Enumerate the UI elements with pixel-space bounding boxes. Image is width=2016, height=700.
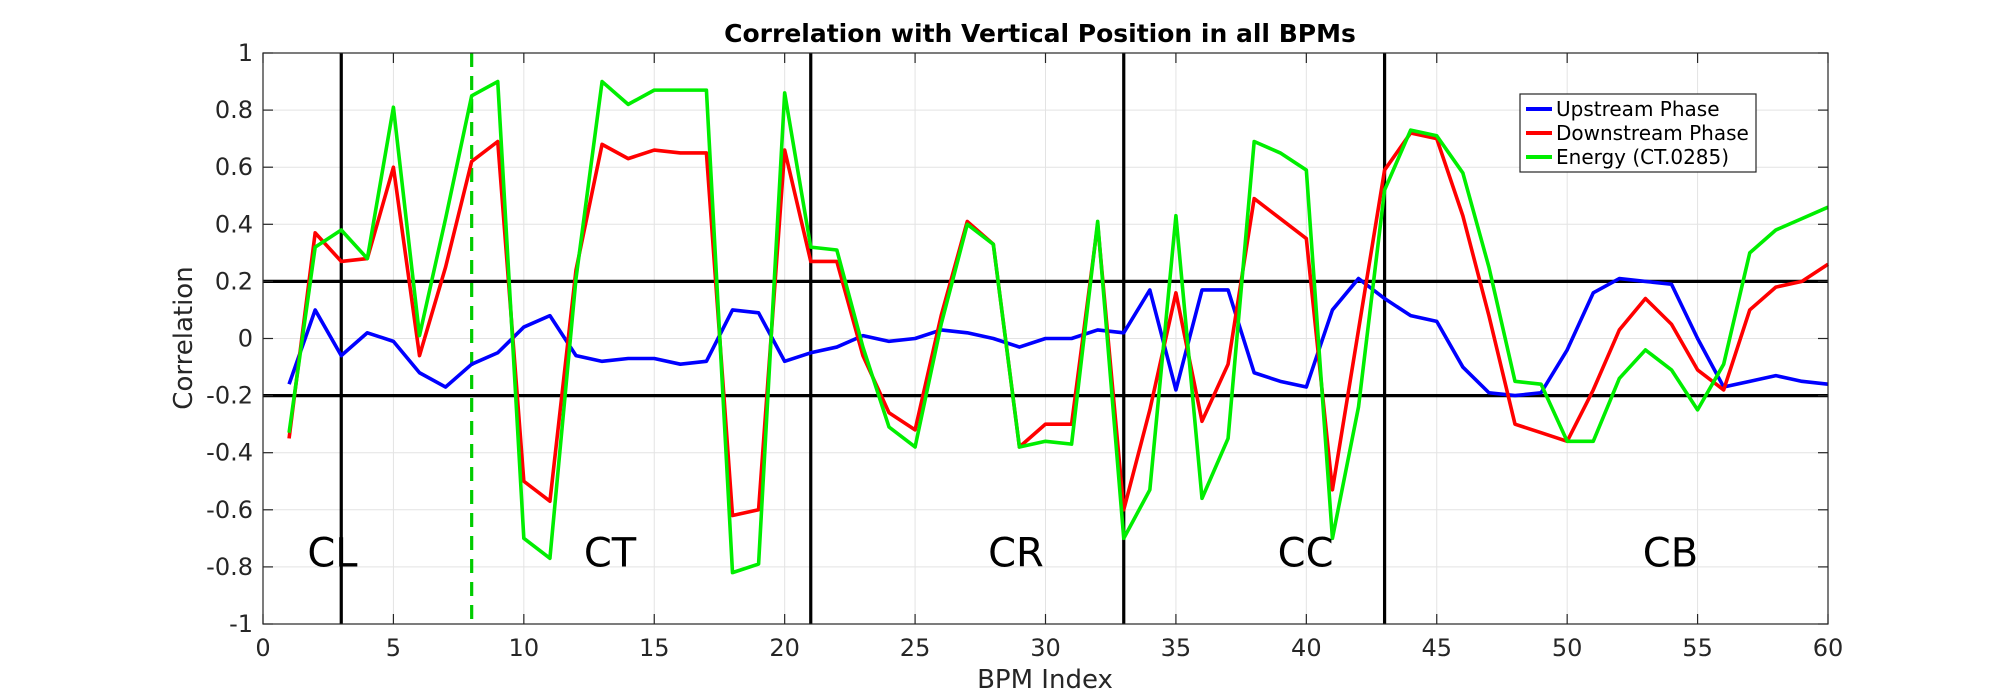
- y-tick-label: 0.8: [215, 96, 253, 124]
- x-tick-label: 0: [255, 634, 270, 662]
- x-tick-label: 50: [1552, 634, 1583, 662]
- region-label: CT: [584, 531, 637, 577]
- region-label: CB: [1643, 531, 1698, 577]
- x-tick-label: 55: [1682, 634, 1713, 662]
- legend-box: [1519, 93, 1757, 173]
- y-tick-label: 0.2: [215, 267, 253, 295]
- legend-label: Upstream Phase: [1556, 97, 1720, 121]
- region-label: CL: [307, 531, 358, 577]
- series-line-2: [287, 131, 1829, 518]
- x-tick-label: 25: [900, 634, 931, 662]
- y-tick-label: -0.8: [206, 553, 253, 581]
- series-lines: [287, 79, 1829, 575]
- x-tick-label: 30: [1030, 634, 1061, 662]
- chart-title: Correlation with Vertical Position in al…: [724, 19, 1356, 48]
- region-label: CC: [1278, 531, 1334, 577]
- x-tick-label: 15: [639, 634, 670, 662]
- x-tick-label: 40: [1291, 634, 1322, 662]
- y-tick-label: 0.4: [215, 210, 253, 238]
- x-tick-label: 60: [1813, 634, 1844, 662]
- x-tick-label: 35: [1161, 634, 1192, 662]
- y-tick-label: -0.4: [206, 439, 253, 467]
- x-axis-label: BPM Index: [977, 665, 1113, 695]
- legend-label: Energy (CT.0285): [1556, 145, 1729, 169]
- y-tick-label: -0.6: [206, 496, 253, 524]
- y-axis-label: Correlation: [169, 266, 199, 409]
- y-tick-label: -0.2: [206, 382, 253, 410]
- region-labels: CL CT CR CC CB: [307, 531, 1698, 577]
- x-tick-label: 10: [509, 634, 540, 662]
- x-tick-label: 20: [769, 634, 800, 662]
- threshold-lines: [263, 279, 1828, 398]
- axis-ticks: 0 5 10 15 20 25 30 35 40 45 50 55 60-1-0.8-0.6-0.4-0…: [206, 39, 1843, 662]
- region-label: CR: [988, 531, 1044, 577]
- x-tick-label: 5: [386, 634, 401, 662]
- y-tick-label: 0.6: [215, 153, 253, 181]
- y-tick-label: 1: [238, 39, 253, 67]
- x-tick-label: 45: [1421, 634, 1452, 662]
- legend-label: Downstream Phase: [1556, 121, 1749, 145]
- y-tick-label: 0: [238, 325, 253, 353]
- y-tick-label: -1: [229, 610, 253, 638]
- series-line-1: [287, 276, 1829, 398]
- series-line-3: [287, 79, 1829, 575]
